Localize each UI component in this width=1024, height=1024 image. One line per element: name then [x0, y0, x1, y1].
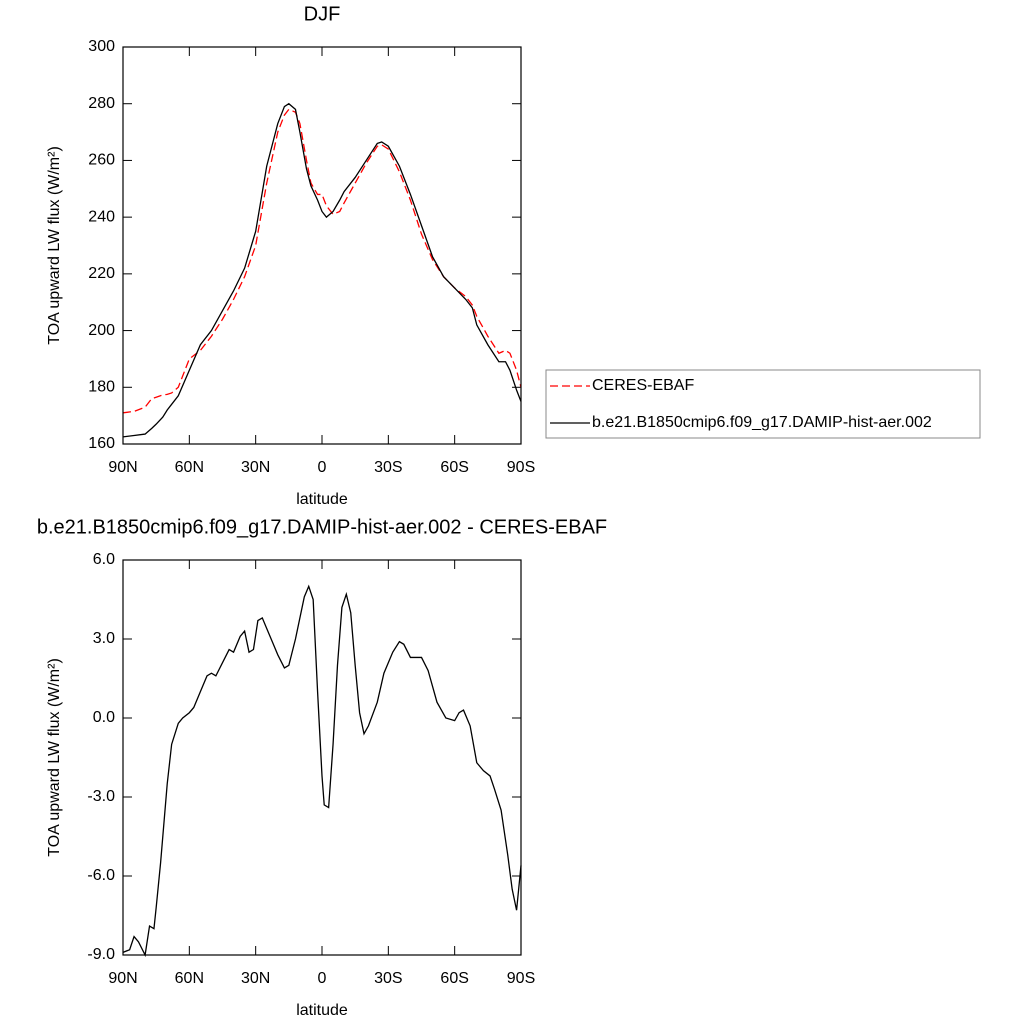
x-tick-label: 60S	[440, 459, 468, 476]
y-axis-label: TOA upward LW flux (W/m²)	[46, 146, 63, 345]
x-axis-label: latitude	[296, 1002, 348, 1019]
y-axis-label: TOA upward LW flux (W/m²)	[46, 658, 63, 857]
x-tick-label: 0	[318, 970, 327, 987]
y-tick-label: 3.0	[93, 630, 115, 647]
x-tick-label: 0	[318, 459, 327, 476]
chart-title: DJF	[304, 3, 341, 25]
y-tick-label: 6.0	[93, 551, 115, 568]
y-tick-label: 280	[88, 95, 115, 112]
data-line	[122, 584, 522, 958]
legend-label: b.e21.B1850cmip6.f09_g17.DAMIP-hist-aer.…	[592, 414, 932, 431]
x-tick-label: 90N	[108, 970, 137, 987]
data-line	[122, 102, 522, 438]
legend-box	[545, 369, 981, 439]
data-line	[122, 108, 522, 414]
y-tick-label: -3.0	[87, 788, 115, 805]
y-tick-label: 0.0	[93, 709, 115, 726]
x-tick-label: 90N	[108, 459, 137, 476]
plot-frame	[122, 559, 522, 956]
legend-label: CERES-EBAF	[592, 377, 694, 394]
y-tick-label: 200	[88, 322, 115, 339]
x-tick-label: 30N	[241, 459, 270, 476]
x-tick-label: 30S	[374, 459, 402, 476]
x-tick-label: 60S	[440, 970, 468, 987]
y-tick-label: 160	[88, 435, 115, 452]
y-tick-label: 300	[88, 38, 115, 55]
y-tick-label: -6.0	[87, 867, 115, 884]
y-tick-label: 260	[88, 152, 115, 169]
x-tick-label: 90S	[507, 970, 535, 987]
x-axis-label: latitude	[296, 491, 348, 508]
y-tick-label: -9.0	[87, 946, 115, 963]
y-tick-label: 220	[88, 265, 115, 282]
plot-frame	[122, 46, 522, 445]
y-tick-label: 240	[88, 208, 115, 225]
x-tick-label: 60N	[175, 970, 204, 987]
y-tick-label: 180	[88, 379, 115, 396]
x-tick-label: 30S	[374, 970, 402, 987]
chart-title: b.e21.B1850cmip6.f09_g17.DAMIP-hist-aer.…	[37, 516, 607, 538]
x-tick-label: 60N	[175, 459, 204, 476]
x-tick-label: 90S	[507, 459, 535, 476]
x-tick-label: 30N	[241, 970, 270, 987]
